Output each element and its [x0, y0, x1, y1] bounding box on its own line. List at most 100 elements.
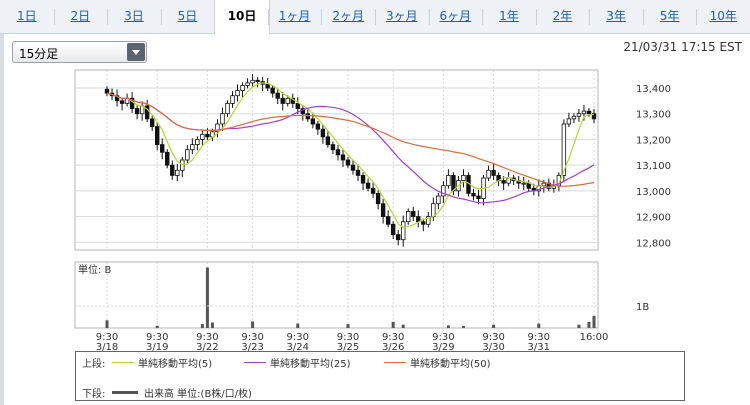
legend-volume-swatch	[112, 391, 138, 394]
tab-11[interactable]: 2年	[552, 9, 573, 23]
candle-body	[436, 195, 441, 205]
candle-body	[566, 118, 572, 125]
volume-bar	[401, 324, 405, 328]
candle-body	[431, 203, 436, 217]
tab-2[interactable]: 2日	[70, 9, 91, 23]
tab-1[interactable]: 1日	[16, 9, 37, 23]
x-time-label: 9:30	[528, 332, 550, 343]
candle-body	[149, 118, 155, 127]
candle-body	[134, 108, 140, 115]
tab-10[interactable]: 1年	[499, 9, 519, 23]
candle-body	[571, 115, 577, 120]
legend-volume: 出来高 単位:(B株/口/枚)	[144, 389, 252, 400]
tab-12[interactable]: 3年	[606, 9, 626, 23]
candle-body	[591, 113, 597, 120]
x-time-label: 9:30	[196, 332, 218, 343]
legend-ma25-swatch	[244, 362, 266, 363]
candle-body	[265, 83, 270, 89]
tab-separator	[160, 9, 162, 25]
candle-body	[561, 123, 567, 176]
candle-body	[461, 175, 466, 181]
interval-select[interactable]: 15分足	[12, 41, 147, 63]
candle-body	[255, 79, 260, 82]
x-time-label: 9:30	[482, 332, 504, 343]
candle-body	[320, 128, 326, 138]
candle-body	[375, 193, 381, 205]
candle-body	[230, 95, 235, 104]
candle-body	[240, 85, 245, 91]
volume-bar	[210, 322, 214, 328]
candle-body	[521, 182, 526, 185]
tab-separator	[375, 9, 376, 25]
candle-body	[170, 164, 175, 176]
tab-7[interactable]: 2ヶ月	[332, 9, 365, 23]
x-time-label: 16:00	[580, 332, 609, 343]
volume-bar	[587, 321, 591, 328]
candle-body	[235, 90, 240, 97]
volume-bar	[592, 315, 596, 328]
tab-9[interactable]: 6ヶ月	[439, 9, 472, 23]
interval-select-value: 15分足	[19, 47, 59, 61]
candle-body	[190, 144, 195, 151]
x-time-label: 9:30	[96, 332, 118, 343]
candle-body	[380, 203, 386, 217]
price-tick-label: 12,900	[636, 213, 671, 224]
candle-body	[385, 216, 391, 225]
candle-body	[305, 113, 311, 120]
legend-ma5: 単純移動平均(5)	[138, 359, 213, 370]
candle-body	[215, 123, 220, 133]
candle-body	[345, 159, 351, 166]
legend-ma50-swatch	[384, 362, 406, 363]
candle-body	[340, 154, 346, 161]
tab-8[interactable]: 3ヶ月	[385, 9, 418, 23]
tab-13[interactable]: 5年	[659, 9, 680, 23]
ma50-line	[106, 92, 595, 187]
period-tab-bar: 1日 2日 3日 5日 10日 1ヶ月 2ヶ月 3ヶ月 6ヶ月 1年 2年 3年 5年 10年	[0, 0, 750, 34]
volume-bar	[251, 321, 255, 328]
candle-body	[275, 92, 280, 99]
volume-bar	[155, 325, 159, 328]
tab-separator	[428, 9, 430, 25]
tab-3[interactable]: 3日	[124, 9, 144, 23]
legend-upper-label: 上段:	[82, 359, 106, 370]
x-time-label: 9:30	[146, 332, 168, 343]
tab-14[interactable]: 10年	[709, 9, 737, 23]
candle-body	[280, 97, 285, 104]
x-time-label: 9:30	[241, 332, 263, 343]
tab-5[interactable]: 10日	[214, 0, 270, 34]
volume-bar	[296, 323, 300, 328]
chart-legend: 上段: 単純移動平均(5) 単純移動平均(25) 単純移動平均(50) 下段: …	[75, 351, 685, 401]
legend-ma25: 単純移動平均(25)	[270, 359, 351, 370]
volume-panel	[74, 261, 599, 329]
chevron-down-icon[interactable]	[127, 43, 145, 61]
candle-body	[406, 211, 411, 223]
tab-4[interactable]: 5日	[177, 9, 198, 23]
candle-body	[315, 123, 321, 130]
candle-body	[144, 105, 150, 120]
tab-separator	[53, 9, 55, 25]
volume-bar	[205, 267, 209, 328]
candle-body	[395, 234, 401, 241]
left-edge-bar	[0, 0, 4, 405]
candle-body	[295, 103, 300, 109]
candle-body	[104, 88, 110, 94]
candle-body	[390, 223, 396, 235]
volume-tick-label: 1B	[636, 302, 649, 313]
x-date-label: 3/31	[528, 342, 550, 353]
tab-separator	[589, 9, 591, 25]
candle-body	[160, 144, 165, 153]
candle-body	[421, 221, 426, 225]
x-time-label: 9:30	[382, 332, 404, 343]
volume-bar	[577, 324, 581, 328]
volume-bar	[391, 321, 395, 328]
candle-body	[446, 175, 451, 187]
ma5-line	[106, 82, 594, 229]
tab-6[interactable]: 1ヶ月	[278, 9, 311, 23]
tab-separator	[642, 9, 644, 25]
candle-body	[586, 110, 592, 115]
volume-bar	[105, 320, 109, 328]
tab-separator	[482, 9, 484, 25]
x-date-label: 3/30	[482, 342, 504, 353]
candle-body	[350, 164, 356, 171]
